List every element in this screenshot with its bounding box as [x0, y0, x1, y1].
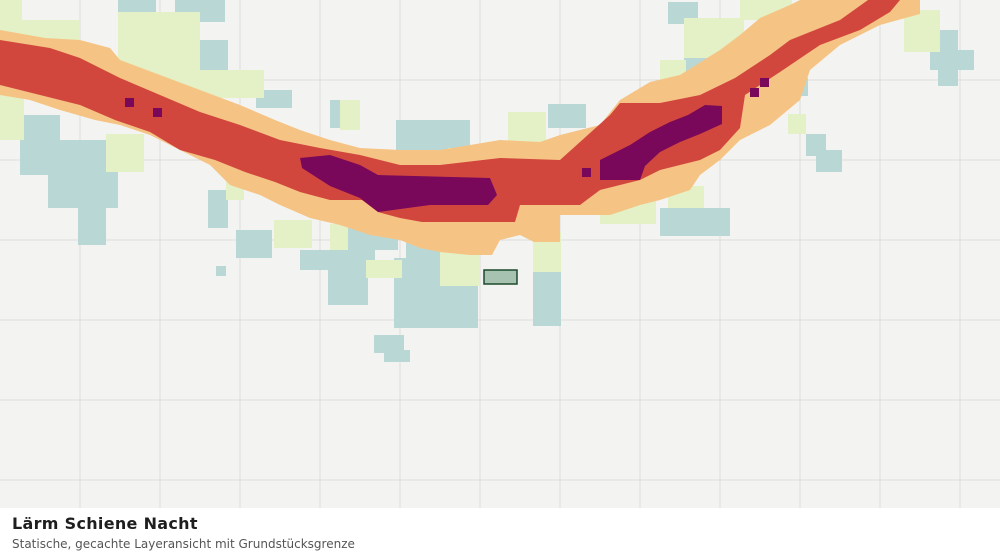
caption: Lärm Schiene Nacht Statische, gecachte L…	[0, 508, 1000, 560]
map-title: Lärm Schiene Nacht	[12, 514, 198, 533]
parcel-boundary[interactable]	[483, 269, 518, 285]
map-subtitle: Statische, gecachte Layeransicht mit Gru…	[12, 537, 355, 551]
noise-level-highest	[125, 78, 769, 212]
map	[0, 0, 1000, 508]
